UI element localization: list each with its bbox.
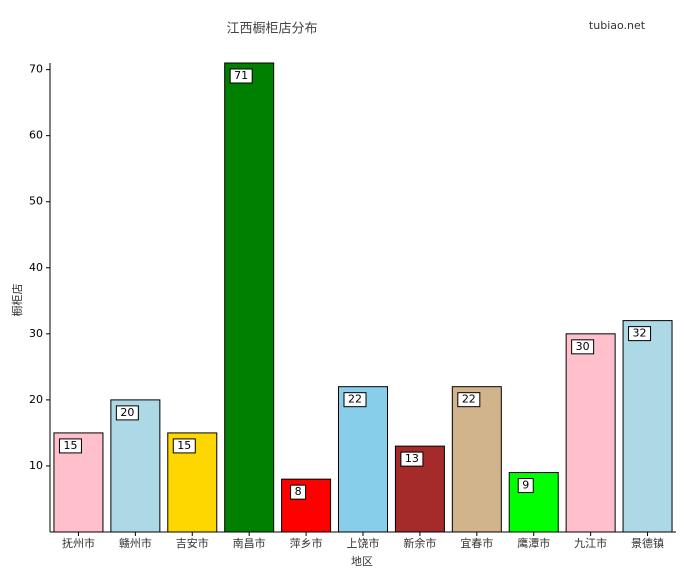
watermark: tubiao.net [589,19,646,32]
value-label: 71 [234,69,248,82]
value-label-box [172,438,196,454]
value-label: 22 [348,393,362,406]
value-label-box [400,451,424,467]
x-tick-label: 九江市 [574,536,607,550]
x-tick-label: 鹰潭市 [517,536,550,550]
value-label-box [290,484,307,500]
bar [451,386,502,533]
bar [224,62,275,533]
value-label-box [115,405,139,421]
value-label: 8 [295,485,302,498]
y-tick-label: 40 [29,261,43,274]
x-tick-label: 抚州市 [62,536,95,550]
bar [565,333,616,533]
value-label: 15 [63,439,77,452]
value-label: 9 [522,479,529,492]
x-tick-label: 南昌市 [233,536,266,550]
value-label: 13 [405,452,419,465]
y-tick-label: 60 [29,129,43,142]
value-label-box [628,326,652,342]
value-label-box [58,438,82,454]
value-label-box [517,478,534,494]
y-tick-label: 10 [29,459,43,472]
x-tick-label: 上饶市 [347,536,380,550]
x-axis-label: 地区 [351,555,373,568]
x-tick-label: 赣州市 [119,536,152,550]
bar [338,386,388,533]
value-label: 20 [120,406,134,419]
value-label: 32 [633,327,647,340]
y-tick-label: 30 [29,327,43,340]
x-tick-label: 新余市 [403,536,436,550]
x-tick-label: 宜春市 [460,536,493,550]
value-label-box [571,339,595,355]
y-tick-label: 70 [29,63,43,76]
y-axis-label: 橱柜店 [10,284,24,317]
value-label: 30 [576,340,590,353]
value-label-box [343,392,367,408]
x-tick-label: 景德镇 [631,536,664,550]
y-tick-label: 20 [29,393,43,406]
value-label: 22 [462,393,476,406]
bar [110,399,161,533]
chart-title: 江西橱柜店分布 [226,22,317,37]
value-label-box [229,68,253,84]
bar [622,320,673,533]
y-tick-label: 50 [29,195,43,208]
x-tick-label: 萍乡市 [290,536,323,550]
value-label: 15 [177,439,191,452]
x-tick-label: 吉安市 [176,536,209,550]
value-label-box [457,392,481,408]
